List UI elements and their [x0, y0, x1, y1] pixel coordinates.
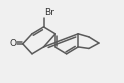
Text: O: O [9, 39, 16, 48]
Text: Br: Br [44, 8, 54, 17]
